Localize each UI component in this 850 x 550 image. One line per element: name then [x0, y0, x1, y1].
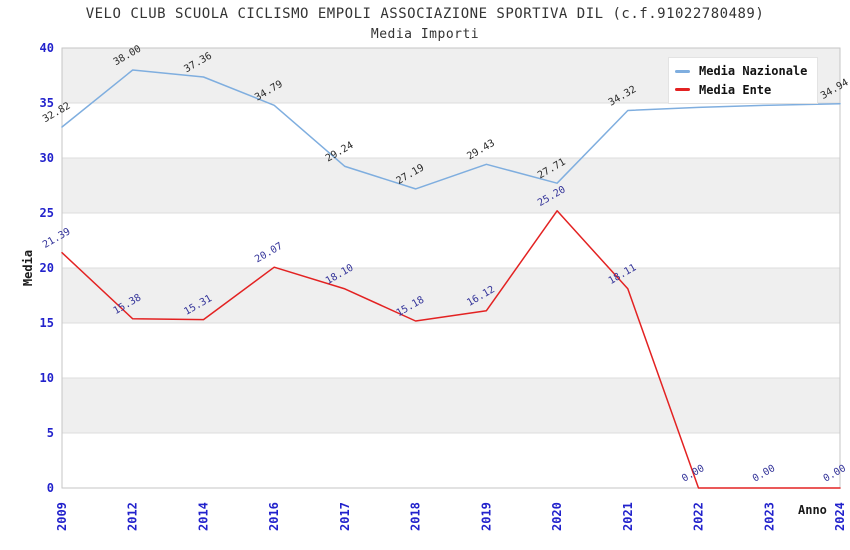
y-tick-label: 30 — [40, 151, 54, 165]
x-tick-label: 2021 — [621, 502, 635, 531]
y-axis-title: Media — [21, 249, 35, 287]
y-tick-label: 15 — [40, 316, 54, 330]
series-line-media-ente — [61, 210, 841, 489]
series-line-media-nazionale — [61, 69, 841, 190]
legend-swatch — [675, 69, 690, 73]
x-tick-label: 2009 — [55, 502, 69, 531]
x-tick-label: 2019 — [479, 502, 493, 531]
x-tick-label: 2017 — [338, 502, 352, 531]
plot-band — [62, 103, 840, 158]
chart-subtitle: Media Importi — [370, 27, 480, 42]
x-tick-label: 2024 — [833, 502, 847, 531]
y-tick-label: 25 — [40, 206, 54, 220]
legend-label: Media Nazionale — [699, 64, 808, 79]
x-tick-label: 2020 — [550, 502, 564, 531]
x-tick-label: 2012 — [126, 502, 140, 531]
x-tick-label: 2016 — [267, 502, 281, 531]
plot-band — [62, 378, 840, 433]
y-tick-label: 20 — [40, 261, 54, 275]
y-tick-label: 5 — [47, 426, 54, 440]
legend: Media Nazionale Media Ente — [668, 57, 818, 104]
plot-border — [61, 47, 841, 489]
chart-title: VELO CLUB SCUOLA CICLISMO EMPOLI ASSOCIA… — [85, 6, 765, 22]
plot-band — [62, 158, 840, 213]
legend-item-media-ente: Media Ente — [675, 83, 811, 97]
y-tick-label: 10 — [40, 371, 54, 385]
x-tick-label: 2022 — [692, 502, 706, 531]
plot-band — [62, 213, 840, 268]
plot-band — [62, 433, 840, 488]
legend-swatch — [675, 88, 690, 92]
legend-item-media-nazionale: Media Nazionale — [675, 64, 811, 78]
plot-band — [62, 323, 840, 378]
x-axis-title: Anno — [798, 503, 827, 517]
y-tick-label: 0 — [47, 481, 54, 495]
x-tick-label: 2014 — [196, 502, 210, 531]
legend-label: Media Ente — [699, 82, 772, 97]
x-tick-label: 2023 — [762, 502, 776, 531]
y-tick-label: 35 — [40, 96, 54, 110]
plot-band — [62, 268, 840, 323]
x-tick-label: 2018 — [409, 502, 423, 531]
y-tick-label: 40 — [40, 41, 54, 55]
